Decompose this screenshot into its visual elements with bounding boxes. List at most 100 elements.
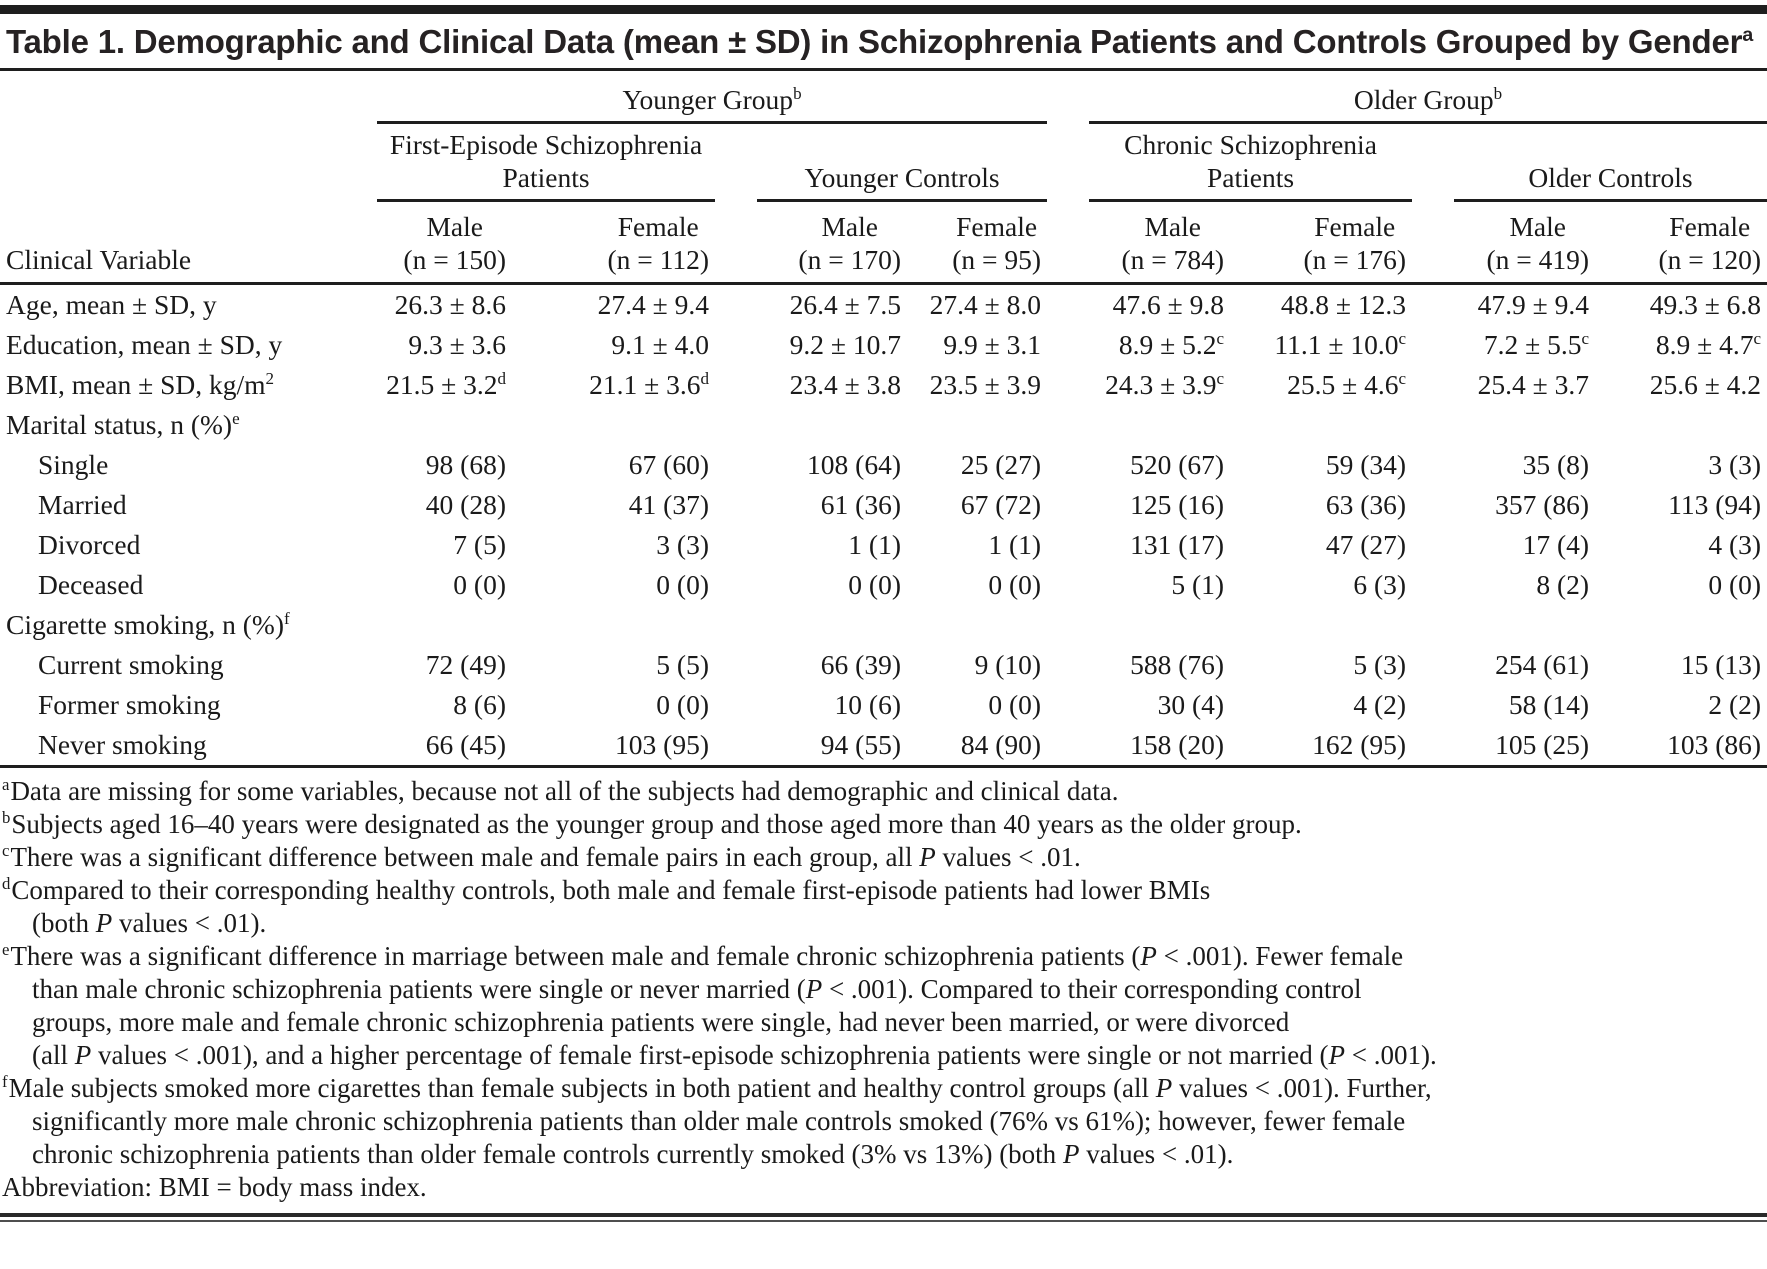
footnote-marker: e bbox=[2, 940, 10, 959]
n-label: (n = 784) bbox=[1121, 244, 1225, 275]
group-label-text: Older Group bbox=[1353, 84, 1494, 115]
value-cell: 8 (2) bbox=[1536, 569, 1590, 600]
value-cell bbox=[1230, 405, 1412, 445]
value-cell bbox=[907, 605, 1047, 645]
row-label: Never smoking bbox=[0, 725, 335, 768]
value-cell: 131 (17) bbox=[1130, 529, 1225, 560]
n-label: (n = 95) bbox=[952, 244, 1042, 275]
subgroup-label: Chronic Schizophrenia Patients bbox=[1089, 124, 1413, 202]
table-row: Never smoking 66 (45) 103 (95) 94 (55) 84 (9… bbox=[0, 725, 1767, 768]
subgroup-header-chronic: Chronic Schizophrenia Patients bbox=[1047, 124, 1413, 202]
row-label: Former smoking bbox=[38, 689, 221, 720]
value-cell: 4 (2) bbox=[1353, 689, 1407, 720]
subgroup-header-first-episode: First-Episode Schizophrenia Patients bbox=[335, 124, 715, 202]
value-cell: 9.3 ± 3.6 bbox=[408, 329, 506, 360]
table-row: Current smoking 72 (49) 5 (5) 66 (39) 9 (10)… bbox=[0, 645, 1767, 685]
value-cell bbox=[715, 605, 907, 645]
footnote-d-cont: (both P values < .01). bbox=[2, 907, 1763, 940]
footnote-d: dCompared to their corresponding healthy… bbox=[2, 874, 1763, 907]
value-cell: 520 (67) bbox=[1130, 449, 1225, 480]
row-label: Education, mean ± SD, y bbox=[6, 329, 283, 360]
value-cell: 7.2 ± 5.5c bbox=[1483, 328, 1590, 360]
footnote-text: groups, more male and female chronic sch… bbox=[32, 1007, 1290, 1037]
value-cell: 158 (20) bbox=[1047, 725, 1231, 768]
value-cell bbox=[1412, 405, 1595, 445]
column-header-5: Male (n = 784) bbox=[1047, 202, 1231, 285]
value-cell: 1 (1) bbox=[988, 529, 1042, 560]
value-cell: 9.1 ± 4.0 bbox=[611, 329, 709, 360]
value-cell bbox=[907, 405, 1047, 445]
abbreviation-note: Abbreviation: BMI = body mass index. bbox=[2, 1171, 1763, 1204]
value-cell: 11.1 ± 10.0c bbox=[1274, 328, 1407, 360]
subgroup-label: First-Episode Schizophrenia Patients bbox=[377, 124, 715, 202]
value-cell: 1 (1) bbox=[848, 529, 901, 560]
value-cell: 27.4 ± 9.4 bbox=[597, 289, 709, 320]
value-cell: 15 (13) bbox=[1680, 649, 1762, 680]
sex-label: Male bbox=[821, 211, 878, 242]
table-title-footnote-marker: a bbox=[1742, 24, 1754, 46]
value-cell: 66 (39) bbox=[820, 649, 901, 680]
demographics-table: Younger Groupb Older Groupb First-Episod… bbox=[0, 71, 1767, 768]
value-cell: 49.3 ± 6.8 bbox=[1649, 289, 1762, 320]
value-cell: 8 (6) bbox=[453, 689, 506, 720]
table-row: Marital status, n (%)e bbox=[0, 405, 1767, 445]
column-header-8: Female (n = 120) bbox=[1595, 202, 1767, 285]
value-cell: 357 (86) bbox=[1495, 489, 1590, 520]
footnotes: aData are missing for some variables, be… bbox=[0, 768, 1767, 1213]
value-cell: 103 (86) bbox=[1595, 725, 1767, 768]
footnote-e-cont: than male chronic schizophrenia patients… bbox=[2, 973, 1763, 1006]
footnote-b: bSubjects aged 16–40 years were designat… bbox=[2, 808, 1763, 841]
table-row: Deceased 0 (0) 0 (0) 0 (0) 0 (0) 5 (1) 6 (3) 8 … bbox=[0, 565, 1767, 605]
row-label: Cigarette smoking, n (%)f bbox=[6, 608, 290, 640]
footnote-text: There was a significant difference in ma… bbox=[10, 941, 1404, 971]
value-cell: 67 (72) bbox=[960, 489, 1042, 520]
column-header-7: Male (n = 419) bbox=[1412, 202, 1596, 285]
value-cell: 3 (3) bbox=[1708, 449, 1762, 480]
value-cell: 24.3 ± 3.9c bbox=[1105, 368, 1225, 400]
row-label: Married bbox=[38, 489, 127, 520]
n-label: (n = 176) bbox=[1303, 244, 1407, 275]
value-cell: 254 (61) bbox=[1495, 649, 1590, 680]
subgroup-label: Older Controls bbox=[1454, 157, 1767, 202]
value-cell: 63 (36) bbox=[1325, 489, 1407, 520]
value-cell: 9.9 ± 3.1 bbox=[943, 329, 1042, 360]
value-cell: 47 (27) bbox=[1325, 529, 1407, 560]
value-cell: 7 (5) bbox=[453, 529, 506, 560]
value-cell: 0 (0) bbox=[453, 569, 506, 600]
value-cell: 5 (5) bbox=[656, 649, 709, 680]
value-cell: 9 (10) bbox=[974, 649, 1042, 680]
subgroup-header-older-controls: Older Controls bbox=[1412, 124, 1767, 202]
footnote-text: chronic schizophrenia patients than olde… bbox=[32, 1139, 1234, 1169]
table-row: Married 40 (28) 41 (37) 61 (36) 67 (72) 125 (… bbox=[0, 485, 1767, 525]
footnote-f-cont: chronic schizophrenia patients than olde… bbox=[2, 1138, 1763, 1171]
subgroup-header-younger-controls: Younger Controls bbox=[715, 124, 1048, 202]
value-cell: 10 (6) bbox=[834, 689, 901, 720]
group-header-older-label: Older Groupb bbox=[1089, 83, 1767, 124]
subgroup-header-row: First-Episode Schizophrenia Patients You… bbox=[0, 124, 1767, 202]
footnote-marker: f bbox=[2, 1072, 8, 1091]
value-cell bbox=[335, 405, 512, 445]
value-cell: 0 (0) bbox=[988, 569, 1042, 600]
value-cell: 0 (0) bbox=[656, 689, 709, 720]
clinical-variable-header: Clinical Variable bbox=[0, 202, 335, 285]
value-cell: 25.6 ± 4.2 bbox=[1649, 369, 1762, 400]
sex-label: Male bbox=[1509, 211, 1566, 242]
value-cell bbox=[335, 605, 512, 645]
table-row: Divorced 7 (5) 3 (3) 1 (1) 1 (1) 131 (17) 47 (… bbox=[0, 525, 1767, 565]
value-cell: 98 (68) bbox=[425, 449, 506, 480]
sex-label: Female bbox=[1669, 211, 1751, 242]
value-cell: 2 (2) bbox=[1708, 689, 1762, 720]
value-cell: 40 (28) bbox=[425, 489, 506, 520]
value-cell: 113 (94) bbox=[1668, 489, 1762, 520]
sex-label: Female bbox=[617, 211, 699, 242]
footnote-text: Data are missing for some variables, bec… bbox=[10, 776, 1119, 806]
value-cell: 26.3 ± 8.6 bbox=[394, 289, 506, 320]
value-cell: 103 (95) bbox=[512, 725, 715, 768]
n-label: (n = 150) bbox=[403, 244, 506, 275]
sex-label: Male bbox=[1144, 211, 1201, 242]
group-footnote-marker: b bbox=[1493, 83, 1503, 103]
group-footnote-marker: b bbox=[793, 83, 802, 103]
footnote-e-cont: groups, more male and female chronic sch… bbox=[2, 1006, 1763, 1039]
footnote-marker: c bbox=[2, 841, 10, 860]
row-label: Deceased bbox=[38, 569, 144, 600]
